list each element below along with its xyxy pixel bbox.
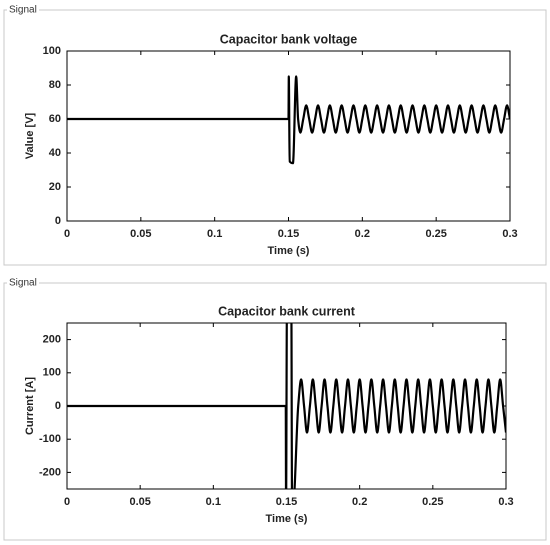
- x-tick-label: 0.2: [355, 228, 370, 240]
- y-tick-label: -200: [39, 466, 61, 478]
- axes-box: [66, 322, 507, 490]
- group-box: [3, 9, 547, 266]
- signal-line: [67, 323, 506, 489]
- x-tick-label: 0: [64, 228, 70, 240]
- panel-label-bg: [7, 277, 39, 289]
- y-tick-label: 100: [43, 45, 61, 57]
- y-tick-label: 200: [43, 334, 61, 346]
- x-axis-label: Time (s): [266, 513, 308, 525]
- y-tick-label: -100: [39, 433, 61, 445]
- axes-box: [66, 50, 511, 222]
- group-box: [3, 282, 547, 541]
- panel-label: Signal: [9, 5, 37, 16]
- x-tick-label: 0.1: [206, 496, 221, 508]
- y-tick-label: 80: [49, 79, 61, 91]
- x-tick-label: 0.15: [278, 228, 299, 240]
- y-tick-label: 20: [49, 181, 61, 193]
- chart-title: Capacitor bank voltage: [220, 32, 358, 46]
- y-axis-label: Value [V]: [24, 112, 36, 159]
- y-tick-label: 40: [49, 147, 61, 159]
- y-tick-label: 0: [55, 400, 61, 412]
- x-tick-label: 0: [64, 496, 70, 508]
- panel-label-bg: [7, 4, 39, 16]
- x-tick-label: 0.2: [352, 496, 367, 508]
- x-axis-label: Time (s): [268, 245, 310, 257]
- y-tick-label: 0: [55, 215, 61, 227]
- x-tick-label: 0.25: [425, 228, 446, 240]
- x-tick-label: 0.15: [276, 496, 297, 508]
- panel-label: Signal: [9, 278, 37, 289]
- x-tick-label: 0.05: [130, 228, 151, 240]
- chart-title: Capacitor bank current: [218, 304, 356, 318]
- x-tick-label: 0.3: [498, 496, 513, 508]
- x-tick-label: 0.3: [502, 228, 517, 240]
- y-tick-label: 60: [49, 113, 61, 125]
- x-tick-label: 0.25: [422, 496, 443, 508]
- signal-line: [67, 75, 510, 165]
- x-tick-label: 0.1: [207, 228, 222, 240]
- y-axis-label: Current [A]: [24, 377, 36, 435]
- y-tick-label: 100: [43, 367, 61, 379]
- x-tick-label: 0.05: [129, 496, 150, 508]
